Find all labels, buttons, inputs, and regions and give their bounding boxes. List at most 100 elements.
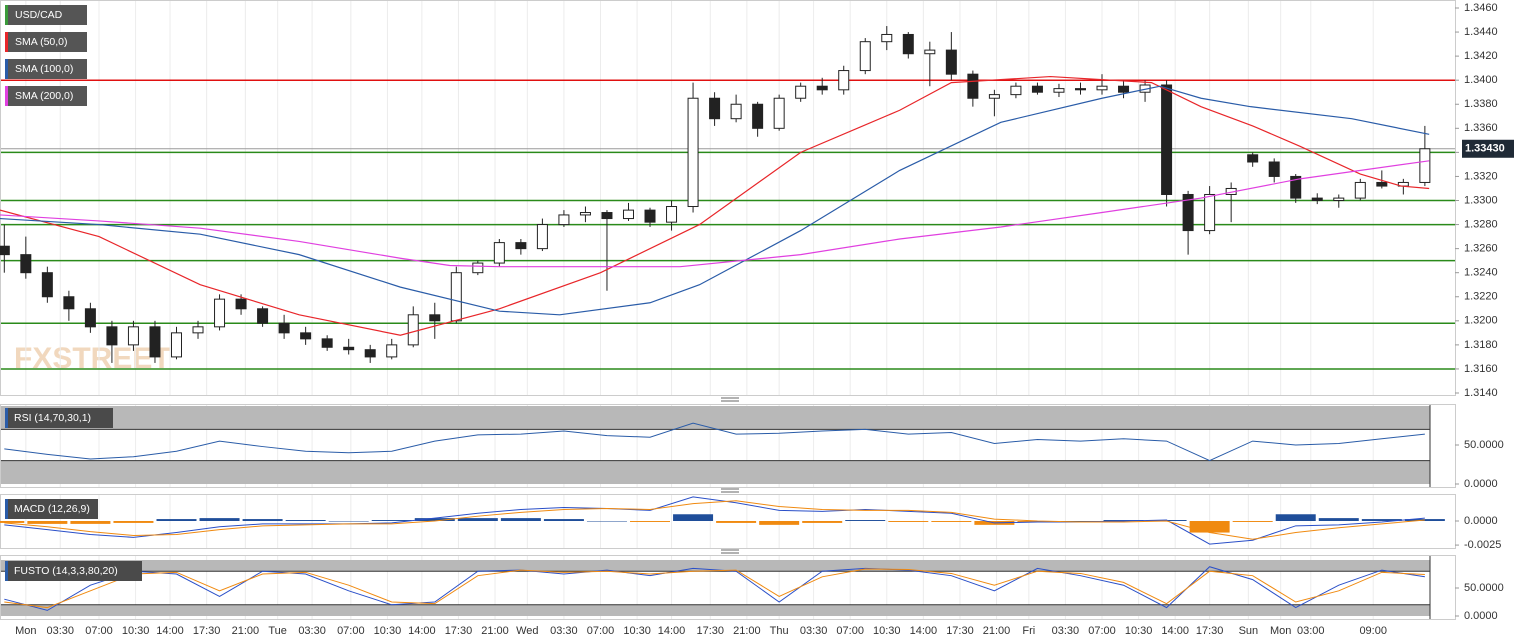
x-tick-label: Wed (516, 625, 538, 637)
histogram-bar (70, 521, 111, 524)
y-tick-label: 1.3420 (1464, 50, 1498, 62)
candle-body (924, 49, 936, 55)
legend-box (5, 32, 87, 52)
candle-body (945, 49, 957, 75)
y-tick-label: 1.3280 (1464, 218, 1498, 230)
histogram-bar (0, 521, 25, 523)
x-tick-label: 07:00 (337, 625, 365, 637)
last-price-tag (1462, 139, 1514, 158)
candle-body (644, 209, 656, 223)
legend-label: USD/CAD (15, 9, 63, 21)
x-tick-label: 10:30 (1125, 625, 1153, 637)
x-tick-label: 03:30 (800, 625, 828, 637)
y-tick-label: 1.3240 (1464, 267, 1498, 279)
y-tick-label: 1.3400 (1464, 74, 1498, 86)
candle-body (752, 103, 764, 129)
candle-body (192, 326, 204, 334)
histogram-bar (242, 519, 283, 521)
x-tick-label: Fri (1022, 625, 1035, 637)
legend-swatch (5, 32, 8, 52)
histogram-bar (371, 520, 412, 521)
candle-body (429, 314, 441, 322)
candle-body (149, 326, 161, 358)
candle-body (214, 298, 226, 328)
candle-body (321, 338, 333, 348)
candle-body (63, 296, 75, 310)
oversold-band (1, 604, 1430, 616)
legend-swatch (5, 59, 8, 79)
candle-body (472, 262, 484, 274)
x-tick-label: 07:00 (836, 625, 864, 637)
histogram-bar (759, 521, 800, 525)
candle-body (41, 272, 53, 298)
candle-body (515, 242, 527, 250)
macd-line (4, 496, 1425, 545)
histogram-bar (500, 518, 541, 521)
candle-body (1290, 175, 1302, 199)
candle-body (1376, 181, 1388, 187)
x-tick-label: 07:00 (85, 625, 113, 637)
legend-box (5, 5, 87, 25)
y-tick-label: 0.0000 (1464, 478, 1498, 490)
x-tick-label: 21:00 (983, 625, 1011, 637)
x-tick-label: Sun (1239, 625, 1259, 637)
candle-body (450, 272, 462, 322)
indicator-line (4, 422, 1425, 462)
candle-body (1268, 161, 1280, 177)
candle-body (386, 344, 398, 358)
x-tick-label: 14:00 (156, 625, 184, 637)
candle-body (881, 33, 893, 43)
indicator-title: FUSTO (14,3,3,80,20) (14, 565, 118, 577)
candle-body (687, 97, 699, 208)
candle-body (579, 212, 591, 216)
y-tick-label: 1.3380 (1464, 98, 1498, 110)
histogram-bar (199, 518, 240, 521)
x-tick-label: 14:00 (658, 625, 686, 637)
x-tick-label: 21:00 (232, 625, 260, 637)
histogram-bar (1275, 514, 1316, 521)
x-tick-label: Thu (770, 625, 789, 637)
candle-body (84, 308, 96, 328)
candle-body (127, 326, 139, 346)
x-tick-label: 07:00 (587, 625, 615, 637)
candle-body (364, 349, 376, 358)
candle-body (1419, 148, 1431, 183)
x-tick-label: 17:30 (946, 625, 974, 637)
candle-body (1053, 88, 1065, 93)
candle-body (666, 206, 678, 223)
legend-label: SMA (100,0) (15, 63, 73, 75)
histogram-bar (27, 521, 68, 524)
histogram-bar (802, 521, 843, 523)
candle-body (1333, 197, 1345, 201)
x-tick-label: 03:00 (1297, 625, 1325, 637)
indicator-title: MACD (12,26,9) (14, 503, 90, 515)
histogram-bar (931, 521, 972, 522)
histogram-bar (1060, 521, 1101, 522)
x-tick-label: 17:30 (697, 625, 725, 637)
x-tick-label: 10:30 (122, 625, 150, 637)
x-tick-label: 10:30 (374, 625, 402, 637)
histogram-bar (673, 514, 714, 521)
histogram-bar (845, 520, 886, 521)
candle-body (859, 41, 871, 72)
y-tick-label: 50.0000 (1464, 582, 1504, 594)
overbought-band (1, 406, 1430, 430)
indicator-label-box (5, 561, 142, 581)
legend-label: SMA (50,0) (15, 36, 68, 48)
x-tick-label: 14:00 (1161, 625, 1189, 637)
histogram-bar (888, 521, 929, 522)
y-tick-label: 1.3200 (1464, 315, 1498, 327)
x-tick-label: 10:30 (873, 625, 901, 637)
indicator-title: RSI (14,70,30,1) (14, 412, 91, 424)
y-tick-label: 1.3300 (1464, 194, 1498, 206)
oversold-band (1, 460, 1430, 484)
x-tick-label: 14:00 (910, 625, 938, 637)
histogram-bar (285, 520, 326, 521)
indicator-label-swatch (5, 499, 8, 519)
y-tick-label: 1.3160 (1464, 363, 1498, 375)
splitter-handles[interactable] (721, 397, 739, 554)
x-tick-label: Tue (268, 625, 287, 637)
legend-box (5, 86, 87, 106)
candle-body (536, 224, 548, 250)
legend-box (5, 59, 87, 79)
